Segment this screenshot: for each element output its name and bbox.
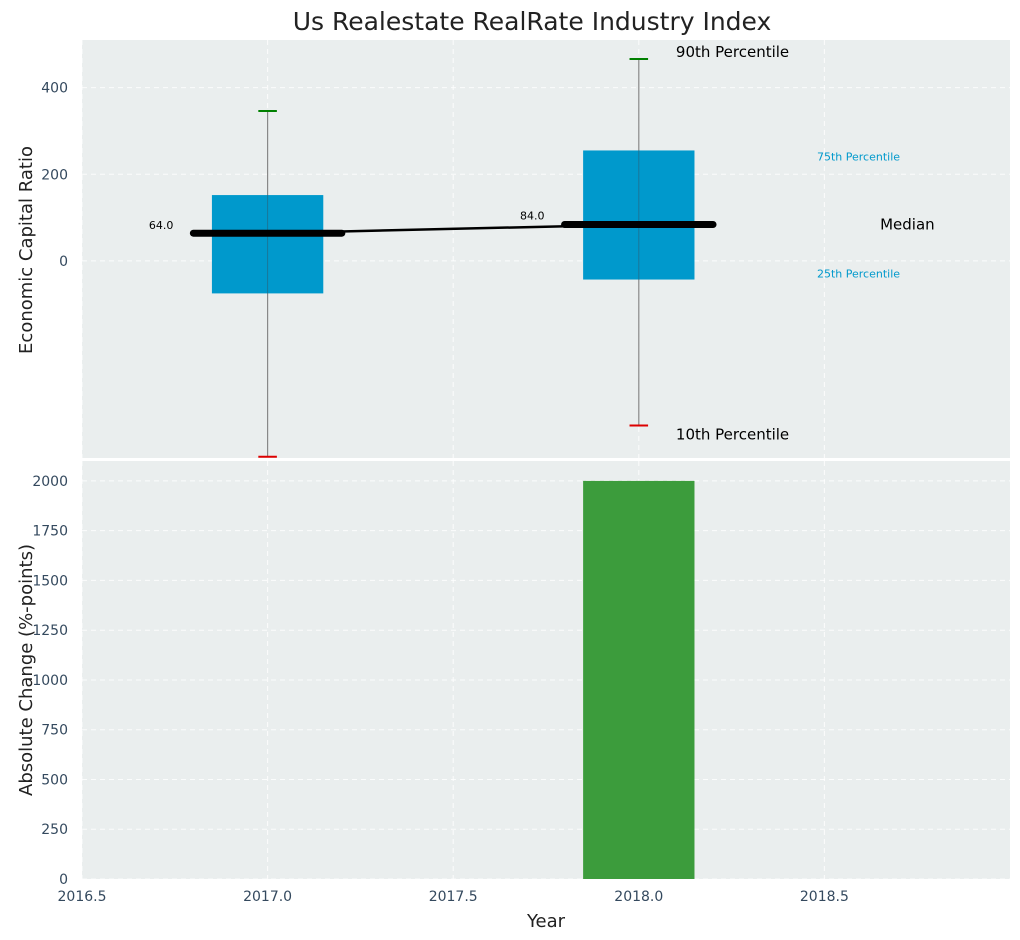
bottom-y-tick-label: 1500 [32,573,68,589]
x-tick-label: 2018.0 [614,889,663,905]
bottom-y-tick-label: 500 [41,772,68,788]
change-bar [583,480,695,879]
x-tick-label: 2017.0 [243,889,292,905]
median-annotation: Median [880,216,935,234]
box-plot-panel: 0 200 400 64.0 84.0 90th Percentile 10th Perce… [41,40,1010,458]
median-value-label: 84.0 [520,210,545,223]
p10-annotation: 10th Percentile [676,426,789,444]
bottom-y-tick-label: 1250 [32,623,68,639]
bar-chart-panel: 0 250 500 750 1000 1250 1500 1750 2000 2016.5 2017… [32,461,1010,905]
median-value-label: 64.0 [149,219,174,232]
top-y-tick-label: 400 [41,81,68,97]
bottom-plot-area [82,461,1010,879]
bottom-y-tick-label: 750 [41,723,68,739]
bottom-y-tick-label: 2000 [32,474,68,490]
chart-title: Us Realestate RealRate Industry Index [293,7,772,36]
median-trend-line [267,223,639,235]
top-y-tick-label: 0 [59,254,68,270]
x-tick-label: 2018.5 [800,889,849,905]
x-tick-label: 2016.5 [58,889,107,905]
p25-annotation: 25th Percentile [817,268,900,281]
bottom-y-axis-label: Absolute Change (%-points) [16,544,37,796]
x-axis-label: Year [526,911,566,932]
p90-annotation: 90th Percentile [676,43,789,61]
x-tick-label: 2017.5 [429,889,478,905]
bottom-y-tick-label: 250 [41,822,68,838]
bottom-y-tick-label: 1750 [32,524,68,540]
bottom-y-tick-label: 0 [59,872,68,888]
top-y-tick-label: 200 [41,167,68,183]
top-y-axis-label: Economic Capital Ratio [16,146,37,354]
bottom-y-tick-label: 1000 [32,673,68,689]
p75-annotation: 75th Percentile [817,150,900,163]
